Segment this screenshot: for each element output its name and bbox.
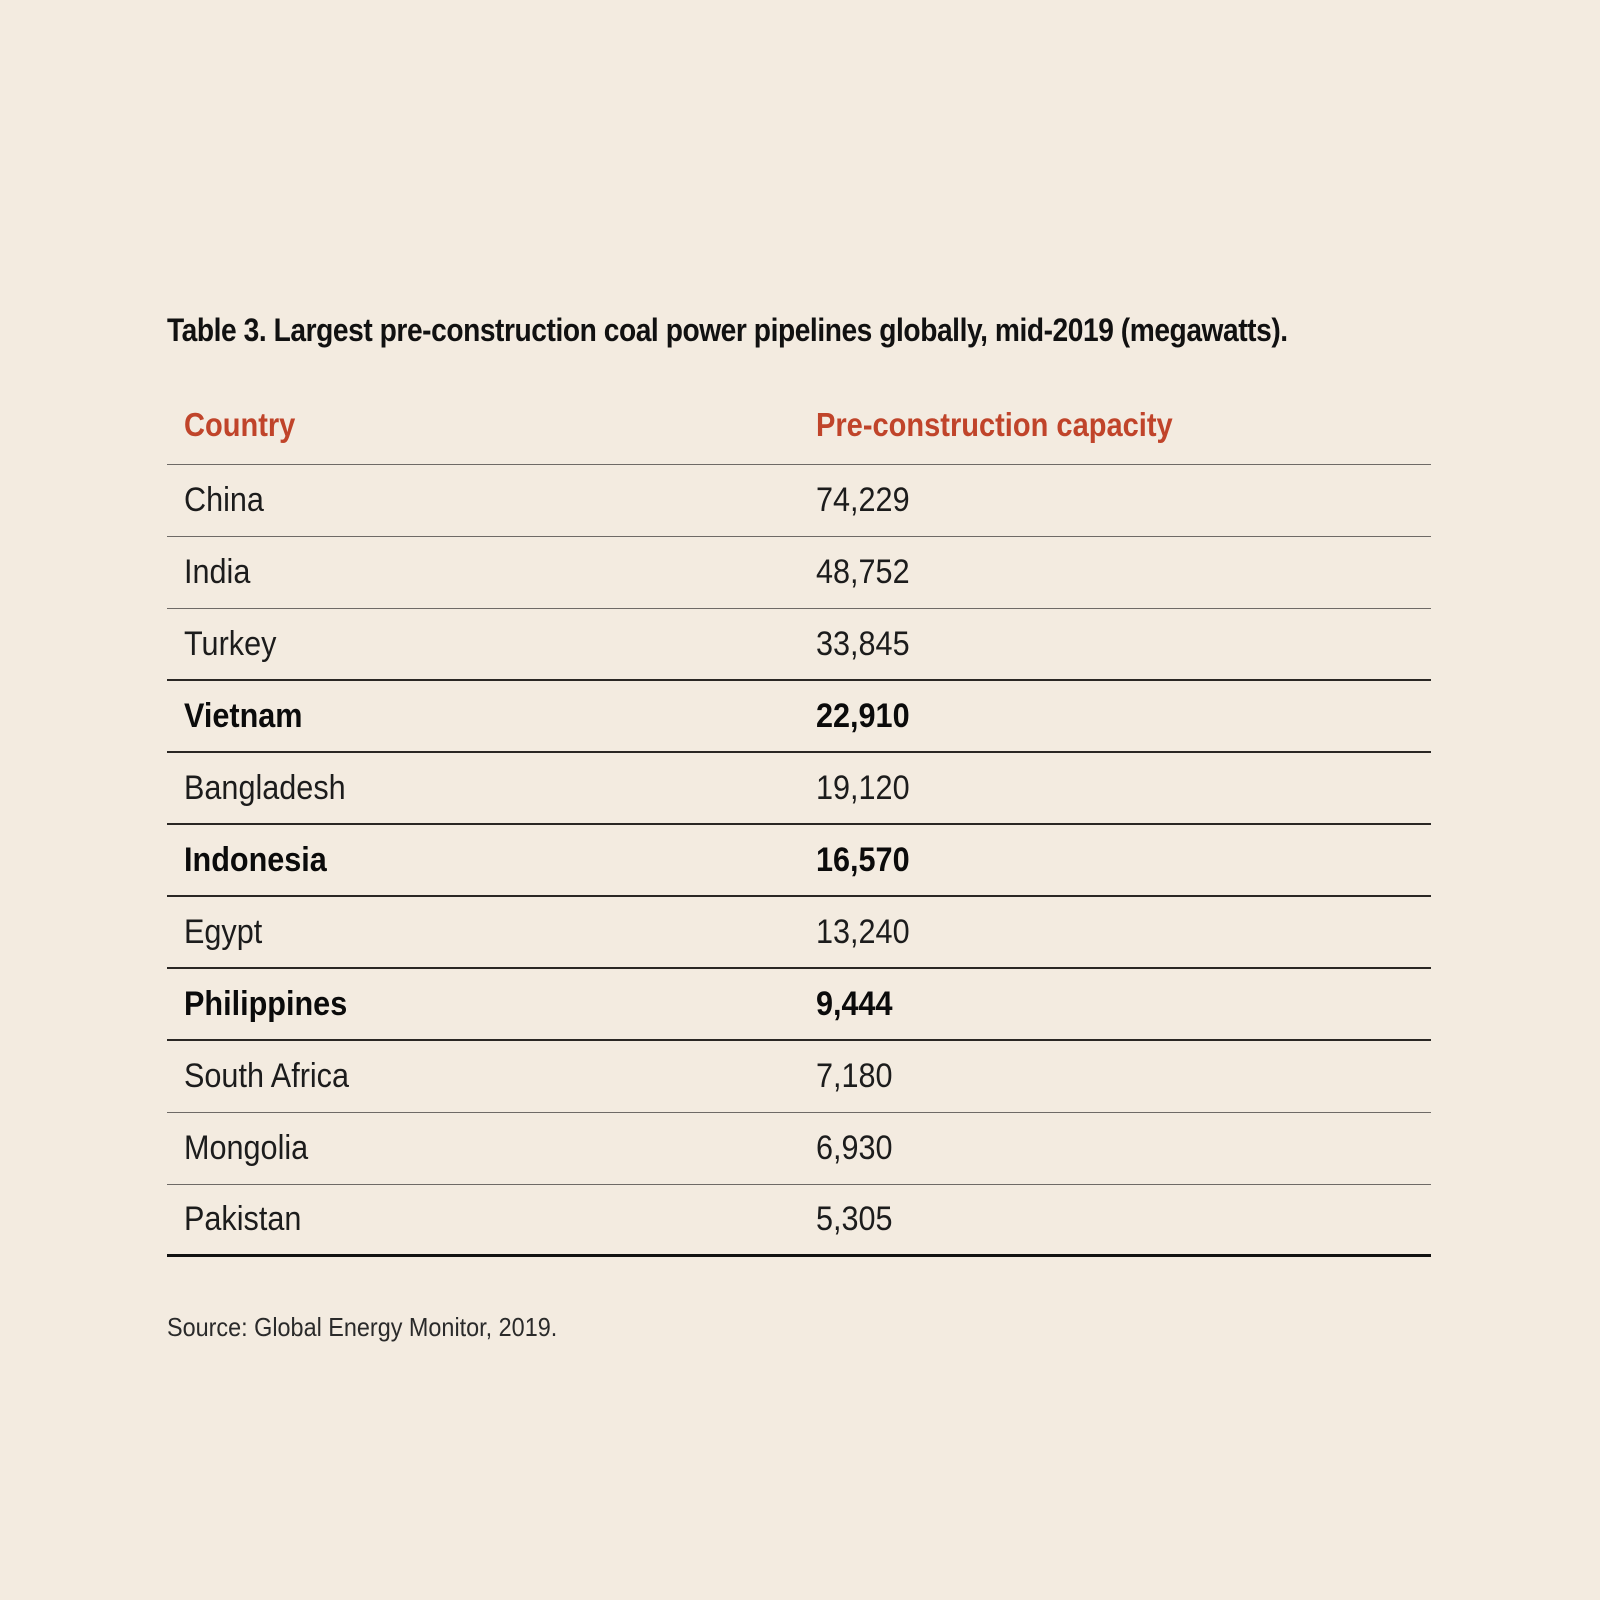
source-note: Source: Global Energy Monitor, 2019. [167, 1312, 558, 1342]
column-header-capacity: Pre-construction capacity [816, 406, 1173, 443]
capacity-cell: 16,570 [816, 840, 910, 879]
country-cell: Egypt [184, 912, 263, 951]
table-title: Table 3. Largest pre-construction coal p… [167, 312, 1288, 348]
capacity-cell: 33,845 [816, 624, 910, 663]
table-row: China 74,229 [167, 465, 1431, 537]
capacity-cell: 74,229 [816, 481, 910, 519]
country-cell: Pakistan [184, 1200, 302, 1238]
table-row: Bangladesh 19,120 [167, 753, 1431, 825]
table-row: Vietnam 22,910 [167, 681, 1431, 753]
table-header-row: Country Pre-construction capacity [167, 400, 1431, 465]
table-body: China 74,229 India 48,752 Turkey 33,845 Vietna… [167, 465, 1431, 1257]
country-cell: Vietnam [184, 696, 303, 735]
table-row: Indonesia 16,570 [167, 825, 1431, 897]
country-cell: India [184, 553, 251, 591]
table-row: India 48,752 [167, 537, 1431, 609]
table-row: Pakistan 5,305 [167, 1185, 1431, 1257]
country-cell: South Africa [184, 1057, 350, 1095]
capacity-cell: 9,444 [816, 984, 893, 1023]
table-row: Egypt 13,240 [167, 897, 1431, 969]
capacity-cell: 6,930 [816, 1129, 893, 1167]
column-header-country: Country [184, 406, 296, 443]
country-cell: Indonesia [184, 840, 327, 879]
capacity-cell: 13,240 [816, 912, 910, 951]
capacity-cell: 19,120 [816, 768, 910, 807]
country-cell: Turkey [184, 624, 277, 663]
country-cell: Philippines [184, 984, 348, 1023]
table-row: Mongolia 6,930 [167, 1113, 1431, 1185]
table-row: Philippines 9,444 [167, 969, 1431, 1041]
country-cell: Bangladesh [184, 768, 346, 807]
country-cell: China [184, 481, 264, 519]
capacity-cell: 5,305 [816, 1200, 893, 1238]
country-cell: Mongolia [184, 1129, 309, 1167]
table-row: South Africa 7,180 [167, 1041, 1431, 1113]
capacity-cell: 7,180 [816, 1057, 893, 1095]
capacity-cell: 48,752 [816, 553, 910, 591]
capacity-cell: 22,910 [816, 696, 910, 735]
table-row: Turkey 33,845 [167, 609, 1431, 681]
data-table: Country Pre-construction capacity China 7… [167, 400, 1431, 1257]
